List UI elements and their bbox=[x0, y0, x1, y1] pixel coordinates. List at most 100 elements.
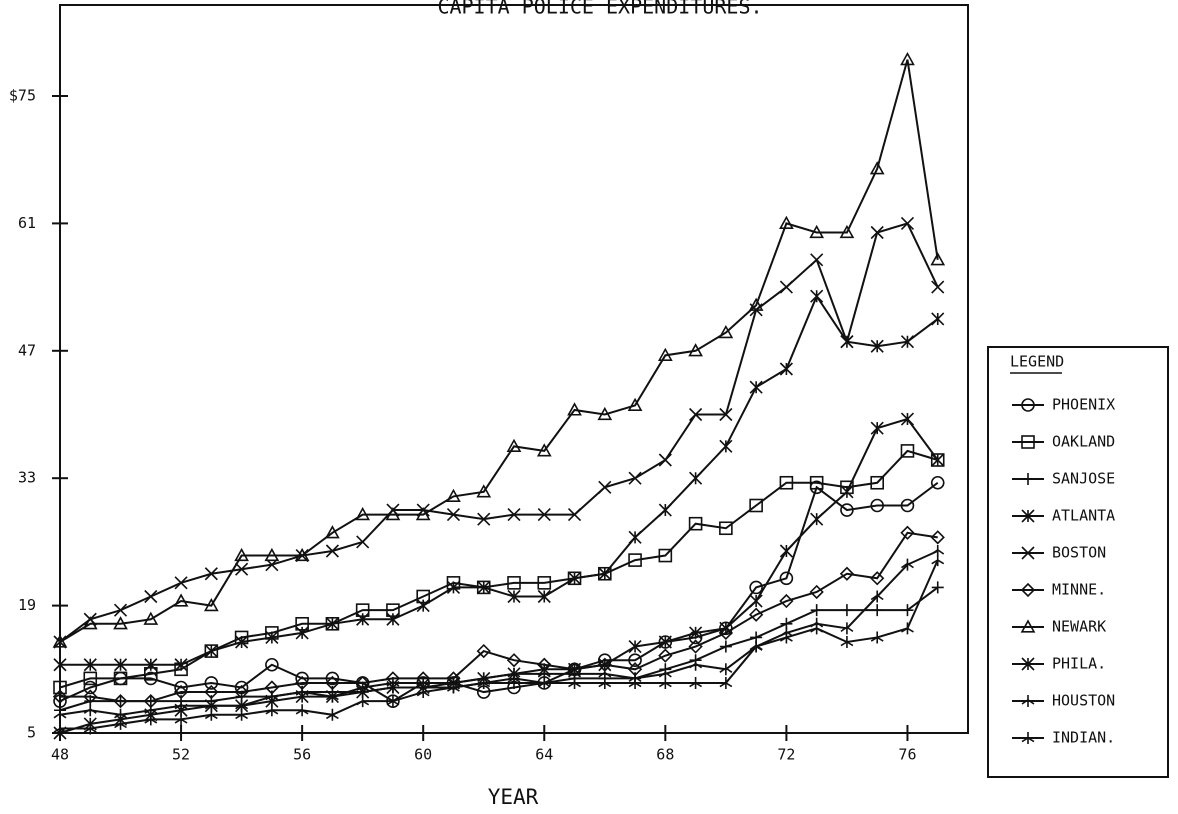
marker bbox=[506, 653, 522, 668]
marker bbox=[53, 708, 67, 721]
marker bbox=[869, 161, 885, 175]
marker bbox=[900, 412, 915, 426]
marker bbox=[900, 444, 915, 458]
marker bbox=[930, 530, 945, 545]
marker bbox=[900, 525, 915, 540]
marker bbox=[386, 695, 400, 708]
marker bbox=[174, 680, 188, 695]
marker bbox=[83, 671, 98, 686]
marker bbox=[810, 622, 824, 635]
marker bbox=[295, 686, 309, 699]
marker bbox=[839, 566, 855, 581]
marker bbox=[628, 471, 642, 485]
x-tick-label: 56 bbox=[293, 746, 311, 764]
marker bbox=[779, 280, 793, 294]
marker bbox=[507, 672, 521, 685]
marker bbox=[779, 475, 794, 490]
marker bbox=[749, 640, 763, 653]
marker bbox=[143, 611, 159, 625]
marker bbox=[385, 506, 401, 521]
marker bbox=[901, 622, 914, 635]
x-tick-label: 76 bbox=[898, 746, 916, 764]
legend-marker bbox=[1020, 582, 1036, 598]
marker bbox=[446, 508, 461, 522]
marker bbox=[840, 604, 853, 617]
marker bbox=[779, 215, 794, 229]
legend-label: ATLANTA bbox=[1052, 507, 1115, 525]
legend-marker bbox=[1021, 695, 1035, 707]
marker bbox=[144, 589, 158, 604]
marker bbox=[900, 498, 915, 513]
series-line bbox=[59, 481, 939, 703]
marker bbox=[416, 686, 430, 699]
marker bbox=[83, 704, 97, 717]
marker bbox=[53, 680, 67, 695]
marker bbox=[809, 584, 824, 600]
marker bbox=[325, 544, 339, 558]
marker bbox=[719, 521, 733, 536]
marker bbox=[203, 597, 219, 612]
legend-box bbox=[987, 346, 1169, 778]
marker bbox=[113, 671, 128, 686]
marker bbox=[113, 616, 128, 630]
marker bbox=[628, 653, 642, 668]
marker bbox=[749, 607, 764, 622]
marker bbox=[930, 252, 946, 266]
marker bbox=[477, 676, 491, 689]
marker bbox=[810, 289, 824, 303]
marker bbox=[536, 443, 552, 457]
marker bbox=[174, 576, 188, 590]
marker bbox=[840, 636, 854, 648]
marker bbox=[325, 675, 340, 691]
marker bbox=[295, 704, 309, 717]
marker bbox=[204, 684, 219, 700]
marker bbox=[748, 297, 764, 311]
legend-label: NEWARK bbox=[1052, 618, 1106, 636]
marker bbox=[567, 571, 582, 585]
marker bbox=[931, 453, 945, 467]
marker bbox=[719, 640, 732, 653]
marker bbox=[810, 604, 823, 617]
y-tick-label: 33 bbox=[18, 469, 36, 487]
marker bbox=[627, 397, 643, 411]
series-line bbox=[60, 294, 939, 666]
marker bbox=[234, 547, 249, 562]
marker bbox=[840, 485, 854, 499]
marker bbox=[870, 590, 884, 603]
marker bbox=[688, 639, 703, 654]
marker bbox=[901, 604, 914, 617]
marker bbox=[386, 676, 400, 689]
marker bbox=[689, 407, 703, 422]
legend-marker bbox=[1020, 619, 1036, 633]
marker bbox=[658, 635, 672, 649]
marker bbox=[779, 544, 793, 558]
marker bbox=[719, 407, 733, 422]
marker bbox=[688, 343, 703, 357]
legend-marker bbox=[1022, 473, 1034, 485]
marker bbox=[689, 658, 703, 671]
legend-marker bbox=[1021, 398, 1035, 412]
marker bbox=[204, 676, 219, 690]
x-tick-label: 60 bbox=[414, 746, 432, 764]
marker bbox=[719, 676, 733, 689]
marker bbox=[82, 616, 98, 630]
marker bbox=[809, 475, 824, 490]
marker bbox=[839, 224, 855, 239]
marker bbox=[113, 603, 128, 617]
marker bbox=[144, 658, 158, 672]
marker bbox=[598, 480, 612, 494]
marker bbox=[658, 648, 673, 663]
marker bbox=[113, 658, 128, 672]
marker bbox=[325, 525, 340, 539]
marker bbox=[749, 594, 763, 608]
legend-label: INDIAN. bbox=[1052, 729, 1115, 747]
marker bbox=[295, 671, 309, 686]
legend-label: PHILA. bbox=[1052, 655, 1106, 673]
marker bbox=[657, 347, 673, 361]
marker bbox=[718, 625, 733, 641]
marker bbox=[204, 708, 218, 721]
marker bbox=[779, 593, 794, 609]
marker bbox=[174, 713, 188, 726]
marker bbox=[174, 699, 188, 712]
